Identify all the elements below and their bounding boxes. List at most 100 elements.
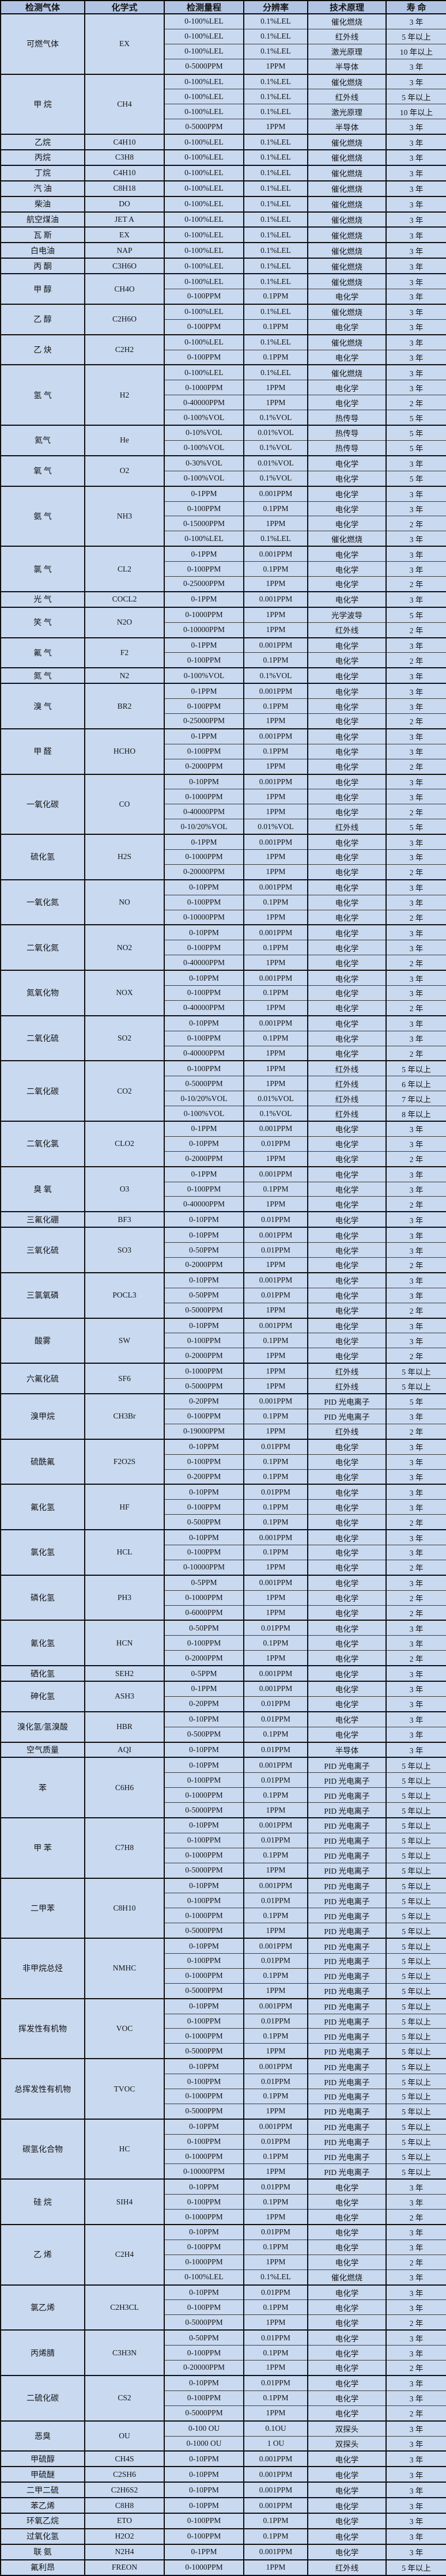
lifespan-cell: 3 年 xyxy=(385,1620,446,1636)
gas-name-cell: 二氧化氮 xyxy=(0,924,85,971)
gas-name-cell: 可燃气体 xyxy=(0,13,85,75)
range-cell: 0-100PPM xyxy=(164,2239,244,2255)
lifespan-cell: 2 年 xyxy=(385,864,446,880)
principle-cell: 电化学 xyxy=(307,455,387,471)
lifespan-cell: 3 年 xyxy=(385,1696,446,1712)
principle-cell: 电化学 xyxy=(307,1605,387,1621)
lifespan-cell: 5 年 xyxy=(385,440,446,456)
gas-name-cell: 酸雾 xyxy=(0,1317,85,1364)
table-row: 0-100PPM 0.01PPM PID 光电离子 5 年以上 xyxy=(1,2074,446,2090)
formula-cell: EX xyxy=(84,13,165,75)
principle-cell: 电化学 xyxy=(307,924,387,941)
table-row: 0-40000PPM 1PPM 电化学 2 年 xyxy=(1,955,446,971)
lifespan-cell: 3 年 xyxy=(385,1136,446,1152)
table-row: 环氧乙烷 ETO 0-100PPM 0.1PPM 电化学 3 年 xyxy=(0,2512,446,2529)
principle-cell: 电化学 xyxy=(307,1242,387,1258)
resolution-cell: 0.1%LEL xyxy=(243,89,308,105)
range-cell: 0-20PPM xyxy=(164,1393,244,1409)
range-cell: 0-100%LEL xyxy=(164,211,244,228)
formula-cell: HCL xyxy=(84,1529,165,1576)
resolution-cell: 0.001PPM xyxy=(243,1121,308,1137)
table-row: 0-2000PPM 1PPM 电化学 2 年 xyxy=(1,1257,446,1273)
resolution-cell: 0.1PPM xyxy=(243,501,308,517)
range-cell: 0-100%LEL xyxy=(164,28,244,44)
principle-cell: 电化学 xyxy=(307,319,387,335)
table-row: 丙烷 C3H8 0-100%LEL 0.1%LEL 催化燃烧 3 年 xyxy=(0,149,446,166)
resolution-cell: 1PPM xyxy=(243,58,308,75)
lifespan-cell: 5 年以上 xyxy=(385,2043,446,2059)
table-row: 0-5000PPM 1PPM PID 光电离子 5 年以上 xyxy=(1,2043,446,2059)
principle-cell: PID 光电离子 xyxy=(307,1393,387,1409)
resolution-cell: 1PPM xyxy=(243,1000,308,1016)
lifespan-cell: 2 年 xyxy=(385,2405,446,2422)
formula-cell: NMHC xyxy=(84,1938,165,1999)
lifespan-cell: 3 年 xyxy=(385,2178,446,2195)
principle-cell: 催化燃烧 xyxy=(307,149,387,166)
range-cell: 0-25000PPM xyxy=(164,713,244,729)
resolution-cell: 0.01PPM xyxy=(243,1287,308,1303)
table-row: 一氧化碳 CO 0-10PPM 0.001PPM 电化学 3 年 xyxy=(0,773,446,835)
range-cell: 0-100PPM xyxy=(164,1333,244,1349)
range-cell: 0-100%LEL xyxy=(164,13,244,29)
lifespan-cell: 5 年以上 xyxy=(385,1923,446,1939)
gas-name-cell: 氨 气 xyxy=(0,485,85,547)
lifespan-cell: 3 年 xyxy=(385,591,446,608)
table-row: 氯乙烯 C2H3CL 0-10PPM 0.01PPM 电化学 3 年 xyxy=(0,2284,446,2331)
formula-cell: CH4O xyxy=(84,273,165,305)
resolution-cell: 0.1PPM xyxy=(243,1968,308,1984)
lifespan-cell: 3 年 xyxy=(385,1287,446,1303)
range-cell: 0-10PPM xyxy=(164,2466,244,2483)
table-row: 磷化氢 PH3 0-5PPM 0.001PPM 电化学 3 年 xyxy=(0,1574,446,1621)
resolution-cell: 1PPM xyxy=(243,1060,308,1077)
principle-cell: 电化学 xyxy=(307,1499,387,1515)
gas-name-cell: 一氧化氮 xyxy=(0,879,85,925)
table-row: 0-100PPM 0.1PPM 电化学 3 年 xyxy=(1,501,446,517)
gas-name-cell: 甲 醛 xyxy=(0,728,85,775)
table-row: 0-2000PPM 1PPM 电化学 2 年 xyxy=(1,1650,446,1666)
resolution-cell: 1PPM xyxy=(243,119,308,135)
range-cell: 0-500PPM xyxy=(164,1726,244,1743)
resolution-cell: 0.001PPM xyxy=(243,970,308,986)
principle-cell: 电化学 xyxy=(307,728,387,744)
lifespan-cell: 5 年以上 xyxy=(385,2118,446,2135)
principle-cell: 电化学 xyxy=(307,2284,387,2301)
resolution-cell: 0.1%LEL xyxy=(243,334,308,350)
principle-cell: 双探头 xyxy=(307,2435,387,2452)
principle-cell: 电化学 xyxy=(307,1272,387,1288)
range-cell: 0-1PPM xyxy=(164,1680,244,1697)
range-cell: 0-1000PPM xyxy=(164,2254,244,2270)
lifespan-cell: 3 年 xyxy=(385,789,446,805)
table-row: 二氧化氯 CLO2 0-1PPM 0.001PPM 电化学 3 年 xyxy=(0,1121,446,1167)
table-row: 0-100PPM 0.1PPM 电化学 3 年 xyxy=(1,1333,446,1349)
resolution-cell: 0.1%VOL xyxy=(243,410,308,426)
principle-cell: 电化学 xyxy=(307,1469,387,1485)
lifespan-cell: 3 年 xyxy=(385,561,446,577)
resolution-cell: 0.1PPM xyxy=(243,1469,308,1485)
formula-cell: VOC xyxy=(84,1998,165,2059)
resolution-cell: 1PPM xyxy=(243,1348,308,1364)
range-cell: 0-100PPM xyxy=(164,1772,244,1788)
table-row: 氧 气 O2 0-30%VOL 0.01%VOL 电化学 3 年 xyxy=(0,455,446,487)
resolution-cell: 0.1PPM xyxy=(243,2345,308,2361)
resolution-cell: 0.01PPM xyxy=(243,2224,308,2240)
principle-cell: 电化学 xyxy=(307,2497,387,2514)
table-row: 甲 醛 HCHO 0-1PPM 0.001PPM 电化学 3 年 xyxy=(0,728,446,775)
formula-cell: HCHO xyxy=(84,728,165,775)
table-row: 0-10000PPM 1PPM 电化学 2 年 xyxy=(1,1559,446,1576)
formula-cell: SO2 xyxy=(84,1015,165,1061)
gas-name-cell: 空气质量 xyxy=(0,1741,85,1758)
range-cell: 0-5000PPM xyxy=(164,2405,244,2422)
gas-name-cell: 氟化氢 xyxy=(0,1484,85,1530)
resolution-cell: 0.1PPM xyxy=(243,1499,308,1515)
principle-cell: PID 光电离子 xyxy=(307,1802,387,1818)
table-row: 0-100PPM 0.1PPM 电化学 3 年 xyxy=(1,319,446,335)
lifespan-cell: 8 年以上 xyxy=(385,1106,446,1122)
gas-name-cell: 甲 醇 xyxy=(0,273,85,305)
range-cell: 0-200PPM xyxy=(164,1469,244,1485)
lifespan-cell: 3 年 xyxy=(385,2497,446,2514)
lifespan-cell: 3 年 xyxy=(385,879,446,895)
principle-cell: 光学波导 xyxy=(307,606,387,623)
resolution-cell: 0.1%VOL xyxy=(243,470,308,487)
resolution-cell: 0.001PPM xyxy=(243,1227,308,1243)
